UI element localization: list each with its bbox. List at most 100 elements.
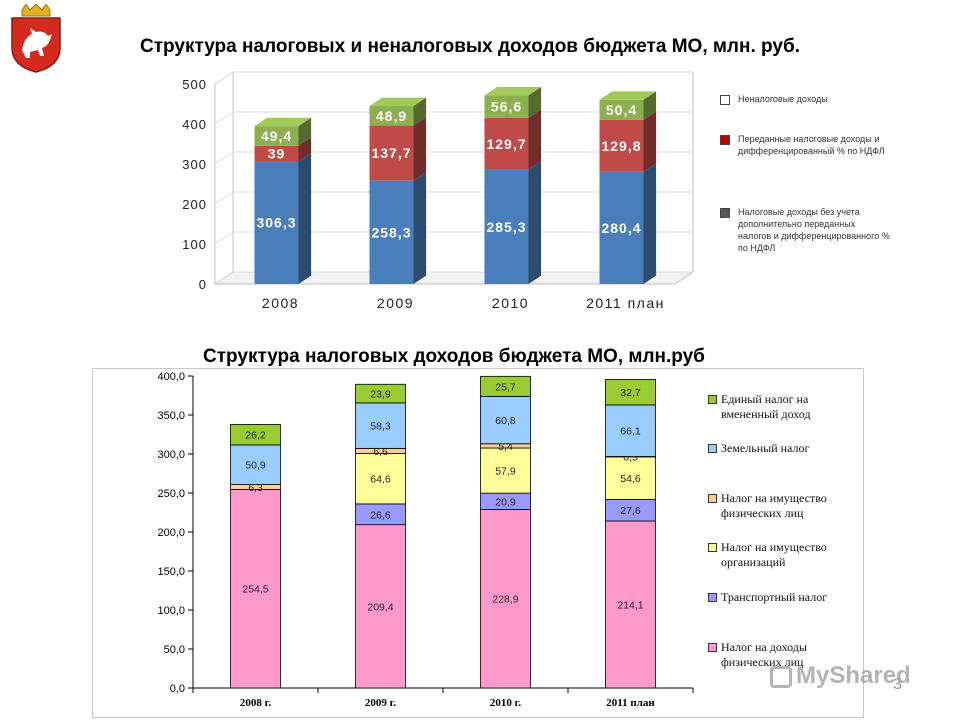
chart2-legend-item: Транспортный налог — [708, 590, 853, 605]
legend-label: Налог на доходы физических лиц — [721, 640, 807, 669]
data-label: 32,7 — [620, 387, 641, 399]
bar-side — [413, 117, 427, 181]
data-label: 209,4 — [367, 601, 393, 613]
data-label: 49,4 — [261, 128, 292, 144]
y-tick-label: 400 — [182, 117, 207, 132]
legend-swatch — [708, 395, 717, 404]
data-label: 129,7 — [486, 136, 526, 152]
chart2-legend-item: Земельный налог — [708, 441, 853, 456]
legend-label: Налог на имущество организаций — [721, 540, 827, 569]
data-label: 57,9 — [495, 466, 516, 478]
legend-label: Единый налог на вмененный доход — [721, 392, 811, 421]
data-label: 285,3 — [486, 219, 526, 235]
bar-front — [484, 169, 529, 284]
bar-segment — [480, 447, 531, 494]
bar-segment — [605, 379, 656, 406]
chart1-plot: 0 100 200 300 400 500 306,3 39 49,4 2008 258,3 137,… — [182, 71, 695, 311]
data-label: 6,3 — [248, 482, 263, 494]
x-tick-label: 2008 г. — [240, 697, 272, 709]
data-label: 50,4 — [606, 102, 637, 118]
bar-side — [298, 153, 312, 284]
legend-label: Земельный налог — [721, 441, 810, 455]
bar-side — [643, 111, 657, 172]
bar-front — [369, 180, 414, 284]
x-tick-label: 2009 г. — [365, 697, 397, 709]
bar-segment — [480, 375, 531, 397]
bar-front — [599, 119, 644, 172]
data-label: 58,3 — [370, 421, 391, 433]
bar-side — [298, 117, 312, 146]
data-label: 214,1 — [617, 600, 643, 612]
chart2-legend-item: Налог на имущество организаций — [708, 540, 853, 570]
y-tick-label: 400,0 — [157, 371, 185, 383]
coat-of-arms-icon — [11, 4, 61, 73]
bar-top — [369, 97, 427, 107]
legend-swatch — [708, 593, 717, 602]
myshared-logo-icon — [770, 665, 792, 688]
legend-label: Неналоговые доходы — [738, 94, 828, 104]
bar-segment — [480, 509, 531, 689]
legend-swatch — [708, 543, 717, 552]
x-tick-label: 2011 план — [606, 697, 655, 709]
chart2-title: Структура налоговых доходов бюджета МО, … — [203, 346, 705, 367]
bar-front — [484, 118, 529, 170]
x-tick-label: 2009 — [377, 295, 414, 311]
bar-side — [643, 163, 657, 284]
bar-front — [599, 171, 644, 284]
y-tick-label: 350,0 — [157, 410, 185, 422]
chart1-legend-item: Переданные налоговые доходы и дифференци… — [720, 133, 890, 157]
data-label: 66,1 — [620, 426, 641, 438]
bar-segment — [355, 524, 406, 689]
bar-front — [254, 126, 299, 146]
bar-side — [413, 172, 427, 284]
x-tick-label: 2010 г. — [490, 697, 522, 709]
x-tick-label: 2010 — [492, 295, 529, 311]
legend-label: Переданные налоговые доходы и дифференци… — [738, 134, 885, 156]
bar-segment — [230, 424, 281, 446]
bar-segment — [230, 489, 281, 689]
y-tick-label: 300,0 — [157, 449, 185, 461]
bar-front — [599, 99, 644, 120]
bar-side — [528, 86, 542, 118]
y-tick-label: 50,0 — [164, 644, 185, 656]
legend-label: Транспортный налог — [721, 590, 828, 604]
chart2-frame: 0,0 50,0 100,0 150,0 200,0 250,0 300,0 350,0 400… — [92, 368, 864, 718]
x-tick-label: 2011 план — [586, 295, 665, 311]
chart1-title: Структура налоговых и неналоговых доходо… — [140, 36, 800, 57]
bar-segment — [355, 383, 406, 404]
y-tick-label: 300 — [182, 157, 207, 172]
data-label: 27,6 — [620, 505, 641, 517]
bar-side — [528, 109, 542, 170]
data-label: 54,6 — [620, 473, 641, 485]
bar-front — [369, 106, 414, 126]
data-label: 254,5 — [242, 584, 268, 596]
y-tick-label: 500 — [182, 77, 207, 92]
legend-swatch — [708, 444, 717, 453]
data-label: 6,6 — [373, 446, 388, 458]
legend-label: Налоговые доходы без учета дополнительно… — [738, 207, 890, 253]
data-label: 48,9 — [376, 108, 407, 124]
bar-segment — [355, 453, 406, 505]
bar-front — [369, 125, 414, 181]
data-label: 20,9 — [495, 496, 516, 508]
bar-side — [528, 161, 542, 284]
page-number: 3 — [893, 676, 902, 693]
y-tick-label: 0,0 — [170, 683, 185, 695]
data-label: 25,7 — [495, 381, 516, 393]
chart2-legend-item: Налог на имущество физических лиц — [708, 491, 853, 521]
y-tick-label: 100 — [182, 237, 207, 252]
x-tick-label: 2008 — [262, 295, 299, 311]
data-label: 228,9 — [492, 594, 518, 606]
chart2-plot: 0,0 50,0 100,0 150,0 200,0 250,0 300,0 350,0 400… — [157, 371, 694, 709]
data-label: 129,8 — [601, 138, 641, 154]
y-tick-label: 200 — [182, 197, 207, 212]
bar-side — [413, 97, 427, 126]
bar-front — [484, 95, 529, 118]
chart1-legend-item: Неналоговые доходы — [720, 93, 890, 105]
legend-swatch — [720, 95, 730, 105]
data-label: 26,6 — [370, 509, 391, 521]
bar-top — [254, 117, 312, 127]
y-tick-label: 200,0 — [157, 527, 185, 539]
watermark-text: MyShared — [796, 662, 911, 689]
bar-segment — [230, 444, 281, 485]
